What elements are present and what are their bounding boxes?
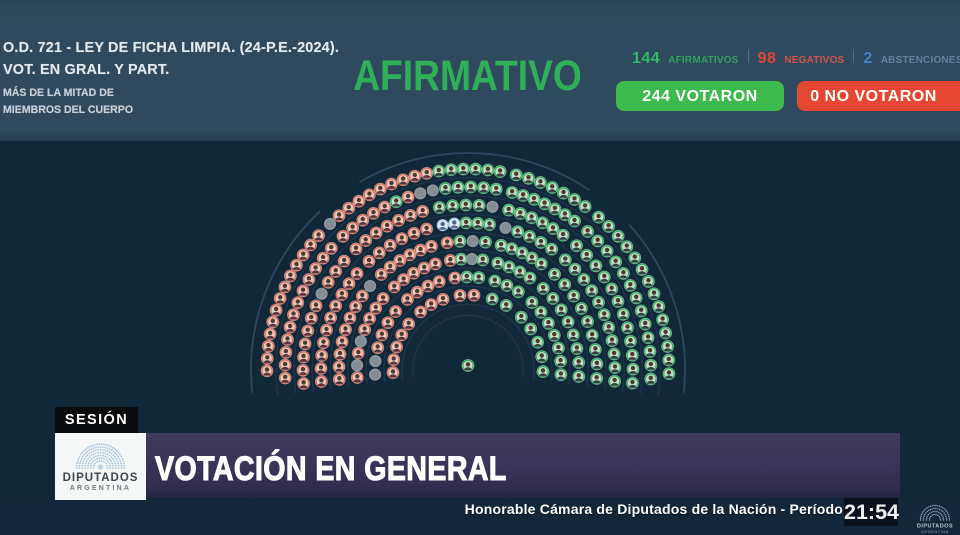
svg-text:DIPUTADOS: DIPUTADOS <box>917 524 953 530</box>
svg-text:ARGENTINA: ARGENTINA <box>921 530 949 534</box>
